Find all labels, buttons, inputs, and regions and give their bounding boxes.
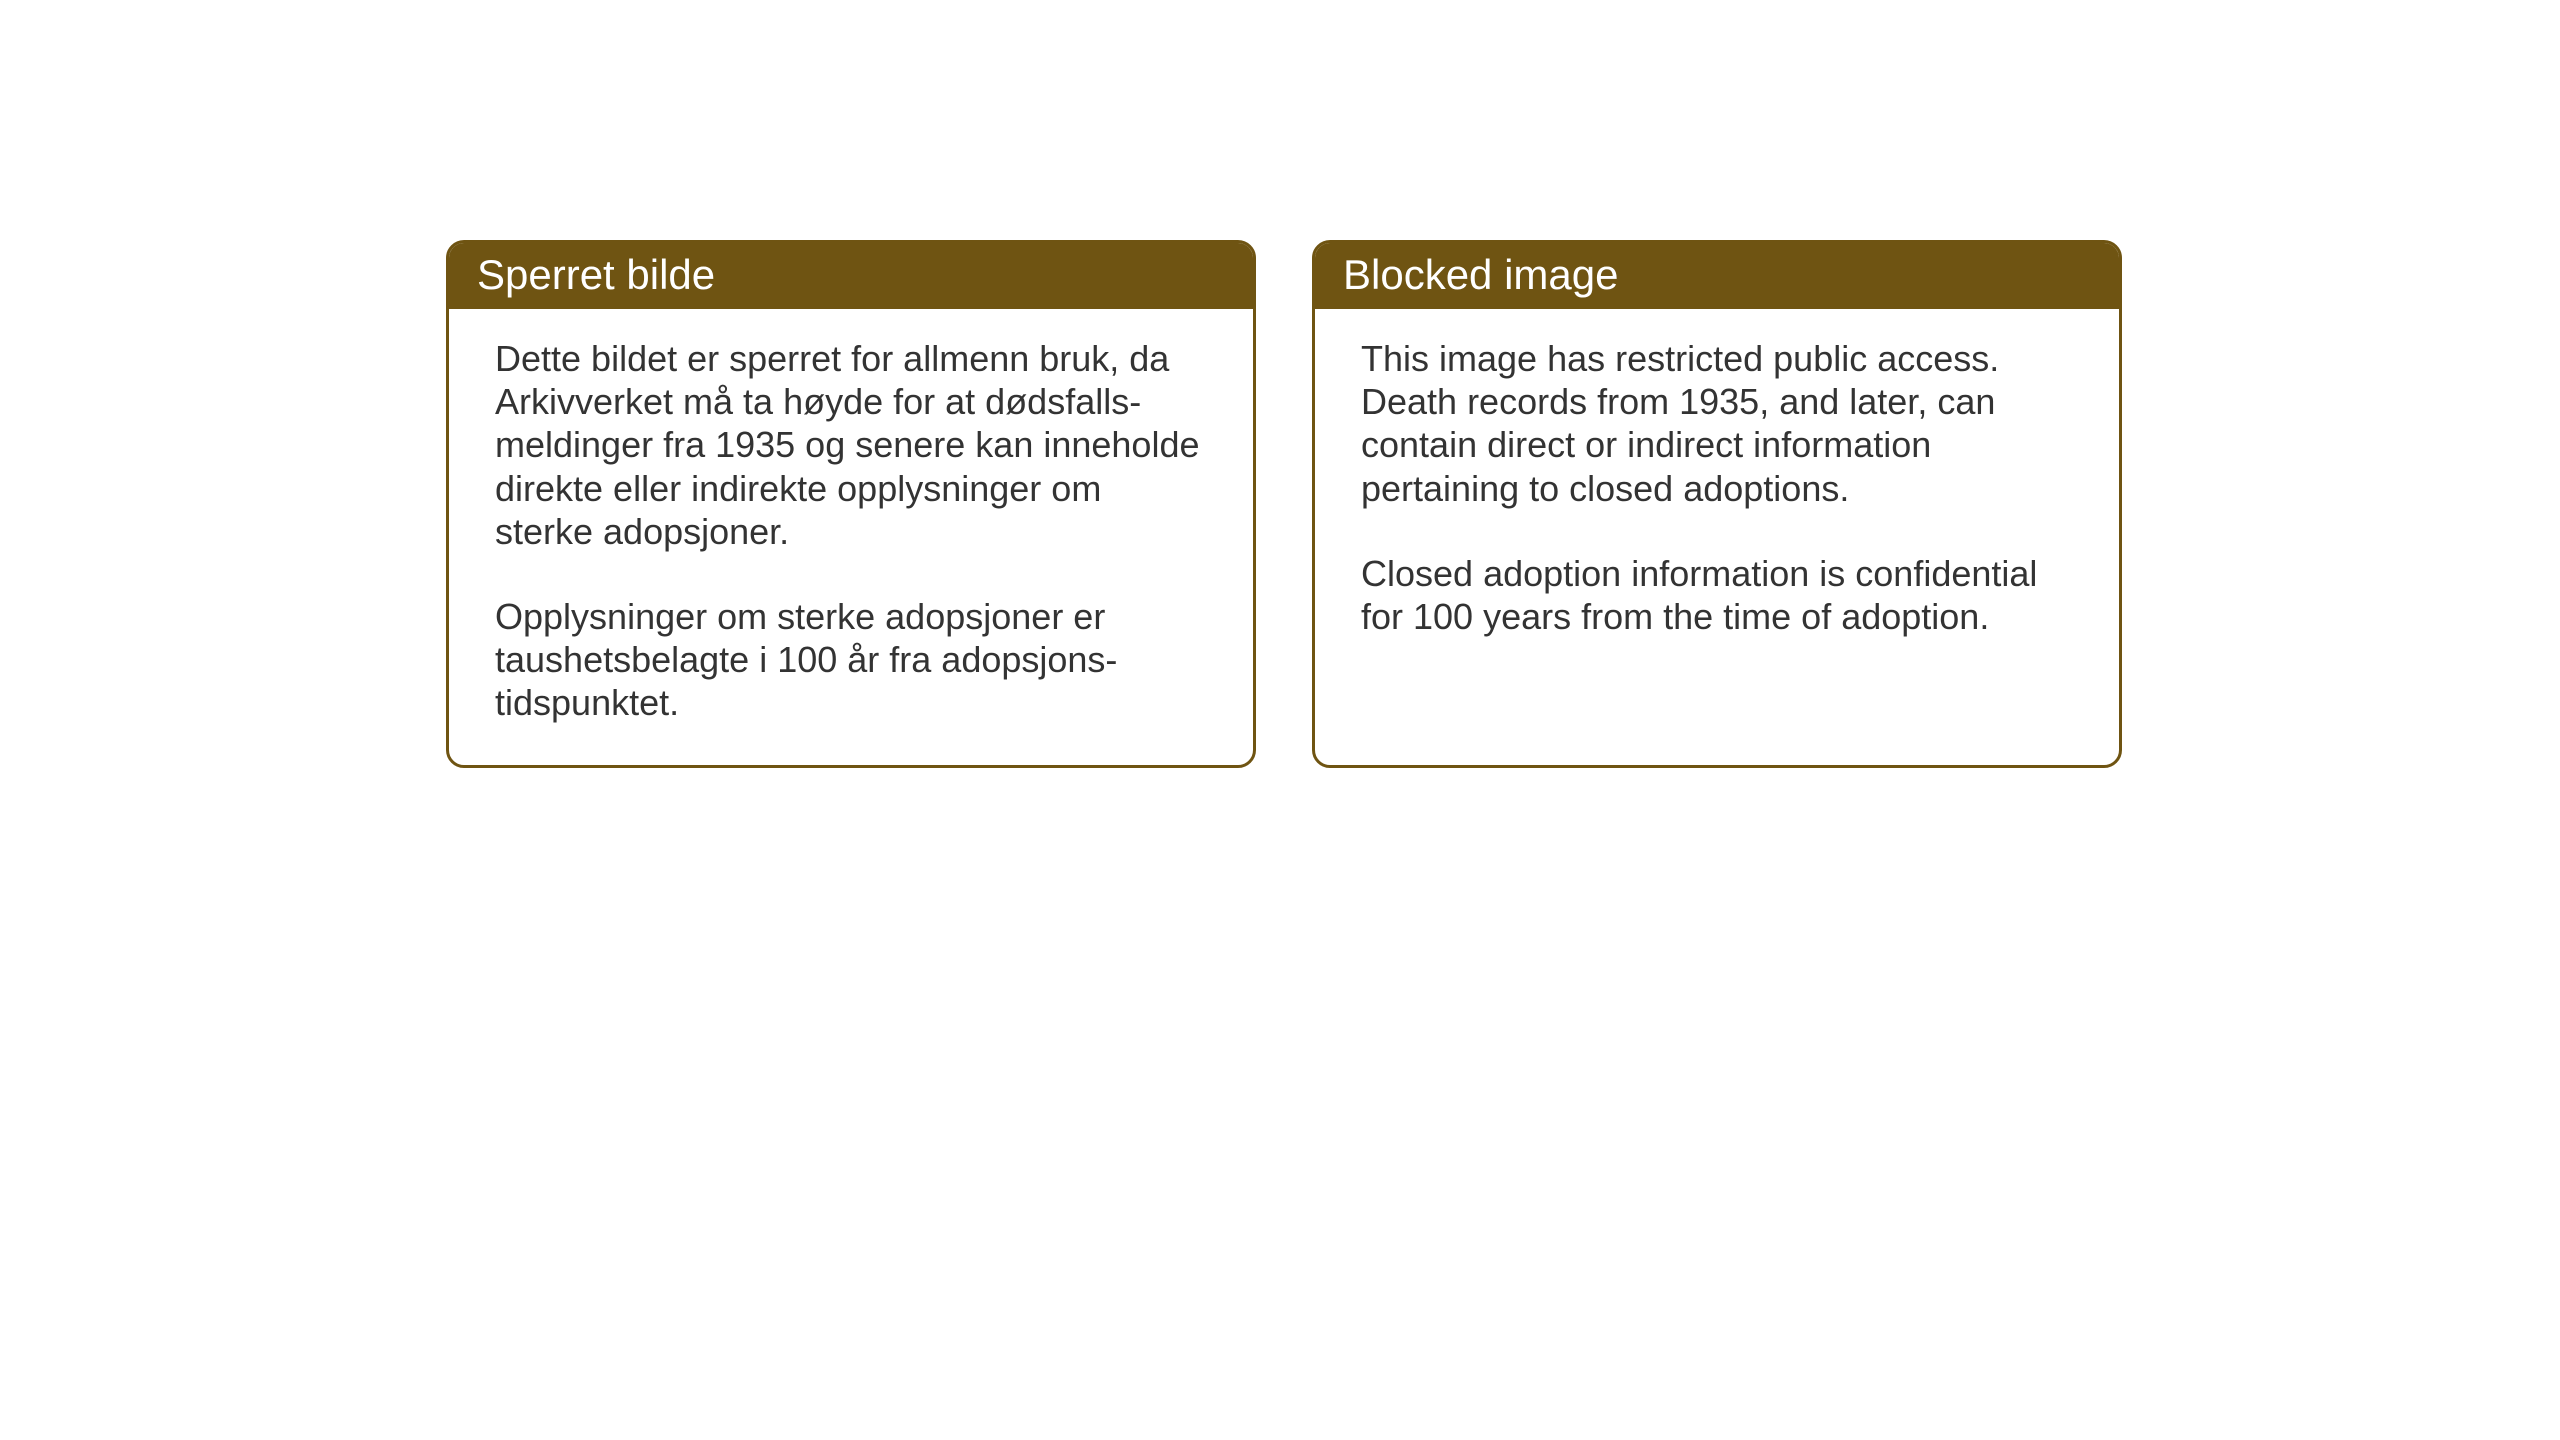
english-paragraph-1: This image has restricted public access.… [1361, 337, 2073, 510]
notice-container: Sperret bilde Dette bildet er sperret fo… [446, 240, 2122, 768]
norwegian-notice-box: Sperret bilde Dette bildet er sperret fo… [446, 240, 1256, 768]
norwegian-notice-title: Sperret bilde [449, 243, 1253, 309]
norwegian-notice-body: Dette bildet er sperret for allmenn bruk… [449, 309, 1253, 765]
norwegian-paragraph-1: Dette bildet er sperret for allmenn bruk… [495, 337, 1207, 553]
norwegian-paragraph-2: Opplysninger om sterke adopsjoner er tau… [495, 595, 1207, 725]
english-notice-box: Blocked image This image has restricted … [1312, 240, 2122, 768]
english-paragraph-2: Closed adoption information is confident… [1361, 552, 2073, 638]
english-notice-title: Blocked image [1315, 243, 2119, 309]
english-notice-body: This image has restricted public access.… [1315, 309, 2119, 749]
